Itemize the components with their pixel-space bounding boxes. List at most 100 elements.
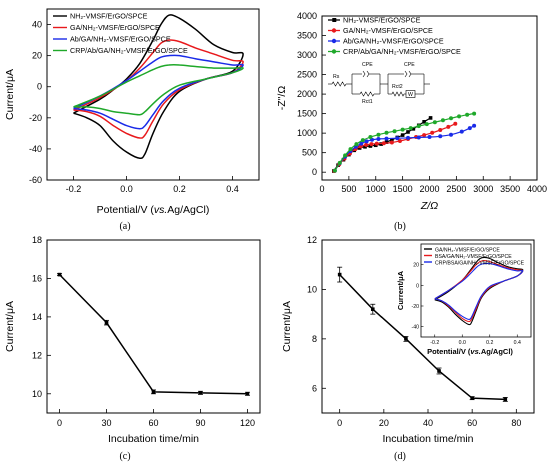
x-axis-label: Potential/V (vs.Ag/AgCl)	[97, 204, 210, 216]
axis-y-tick-label: 1500	[297, 109, 317, 119]
inset-y-tick-label: -20	[412, 304, 420, 310]
data-point	[360, 138, 365, 143]
circuit-label-rs: Rs	[333, 74, 340, 80]
inset-legend-label: BSA/GA/NH₂-VMSF/ErGO/SPCE	[435, 254, 512, 260]
axis-x-tick-label: 500	[341, 184, 356, 194]
circuit-label-rct1: Rct1	[362, 99, 373, 105]
legend-label: NH₂-VMSF/ErGO/SPCE	[343, 16, 421, 25]
panel-a-cv-chart: -0.2 0.0 0.2 0.4 -60 -40 -20 0 20 40 Potential/V (…	[4, 8, 260, 216]
legend-label: CRP/Ab/GA/NH₂-VMSF/ErGO/SPCE	[343, 47, 461, 56]
y-axis-label: Current/μA	[4, 69, 16, 120]
equivalent-circuit-diagram: Rs CPE Rct1 CPE Rct2 W	[328, 62, 430, 105]
data-point	[503, 397, 508, 402]
axis-y-tick-label: -20	[29, 113, 42, 123]
data-point	[446, 124, 451, 129]
axis-x-tick-label: 2000	[419, 184, 439, 194]
axis-x-tick-label: 3000	[473, 184, 493, 194]
x-axis-label: Incubation time/min	[108, 433, 199, 445]
inset-cv-chart: -0.2 0.0 0.2 0.4 -40 -20 0 20 Potential/V (vs.Ag…	[396, 243, 532, 356]
legend-label: Ab/GA/NH₂-VMSF/ErGO/SPCE	[70, 35, 171, 44]
data-point	[465, 112, 470, 117]
panel-d-incubation-chart: 0 20 40 60 80 6 8 10 12 Incubation time/min Curren…	[281, 235, 535, 445]
axis-y-tick-label: 10	[32, 389, 42, 399]
data-point	[449, 132, 453, 137]
data-line	[339, 274, 506, 401]
circuit-label-rct2: Rct2	[392, 84, 403, 90]
legend-label: Ab/GA/NH₂-VMSF/ErGO/SPCE	[343, 37, 444, 46]
legend-marker	[331, 49, 337, 54]
inset-y-tick-label: 20	[413, 263, 419, 269]
data-point	[459, 129, 464, 134]
circuit-label-cpe1: CPE	[362, 62, 373, 68]
resistor-symbol	[331, 81, 347, 87]
circuit-label-w: W	[408, 92, 413, 98]
data-point	[343, 153, 348, 158]
axis-x-tick-label: 0	[319, 184, 324, 194]
axis-x-tick-label: 0.0	[120, 184, 133, 194]
x-axis-label: Z/Ω	[420, 200, 438, 212]
data-point	[359, 141, 364, 146]
legend-label: NH₂-VMSF/ErGO/SPCE	[70, 12, 148, 21]
data-point	[472, 123, 477, 128]
data-point	[348, 147, 353, 152]
axis-x-tick-label: 3500	[500, 184, 520, 194]
data-point	[392, 129, 397, 134]
cv-curve	[73, 64, 244, 116]
inset-x-tick-label: -0.2	[430, 340, 439, 346]
axis-x-tick-label: 60	[148, 418, 158, 428]
cv-curve	[73, 39, 244, 139]
data-point	[369, 142, 374, 147]
data-point	[457, 114, 462, 119]
cpe-symbol	[362, 70, 370, 78]
data-point	[440, 118, 445, 123]
data-point	[411, 127, 416, 131]
inset-x-axis-label: Potential/V (vs.Ag/AgCl)	[427, 347, 513, 356]
axis-y-tick-label: 10	[307, 284, 317, 294]
inset-y-axis-label: Current/μA	[396, 270, 405, 310]
inset-x-tick-label: 0.2	[486, 340, 493, 346]
resistor-symbol	[391, 91, 405, 97]
data-point	[470, 396, 474, 400]
axis-y-tick-label: 0	[312, 167, 317, 177]
y-axis-label: Current/μA	[281, 301, 293, 352]
axis-y-tick-label: 40	[32, 20, 42, 30]
axis-y-tick-label: 1000	[297, 128, 317, 138]
plot-frame	[46, 8, 260, 181]
axis-x-tick-label: 60	[467, 418, 477, 428]
data-point	[384, 136, 389, 141]
data-point	[198, 391, 203, 395]
legend-label: GA/NH₂-VMSF/ErGO/SPCE	[343, 26, 433, 35]
data-point	[422, 133, 427, 138]
panel-label-c: (c)	[119, 451, 130, 462]
data-point	[437, 369, 441, 373]
axis-y-tick-label: 0	[37, 82, 42, 92]
resistor-symbol	[359, 91, 375, 97]
data-point	[428, 116, 433, 120]
data-point	[430, 130, 435, 135]
data-point	[368, 144, 373, 148]
data-point	[245, 391, 250, 396]
data-point	[408, 126, 413, 131]
panel-c-incubation-chart: 0 30 60 90 120 10 12 14 16 18 Incubation time/min C…	[4, 235, 261, 445]
data-point	[376, 132, 381, 137]
data-point	[384, 140, 389, 144]
inset-x-tick-label: 0.0	[459, 340, 466, 346]
legend-marker	[332, 18, 337, 22]
axis-y-tick-label: 20	[32, 51, 42, 61]
data-point	[424, 122, 429, 127]
data-line	[58, 274, 248, 395]
data-point	[337, 272, 342, 277]
axis-y-tick-label: 12	[307, 235, 317, 245]
data-point	[354, 142, 359, 147]
axis-x-tick-label: 1000	[366, 184, 386, 194]
legend-marker	[331, 38, 337, 44]
data-point	[57, 272, 62, 277]
data-point	[406, 130, 410, 134]
inset-frame	[420, 243, 532, 338]
axis-y-tick-label: -60	[29, 175, 42, 185]
data-point	[389, 140, 394, 145]
legend-label: GA/NH₂-VMSF/ErGO/SPCE	[70, 23, 160, 32]
x-axis-label: Incubation time/min	[382, 433, 473, 445]
data-point	[400, 127, 405, 132]
axis-x-tick-label: 0.2	[173, 184, 186, 194]
